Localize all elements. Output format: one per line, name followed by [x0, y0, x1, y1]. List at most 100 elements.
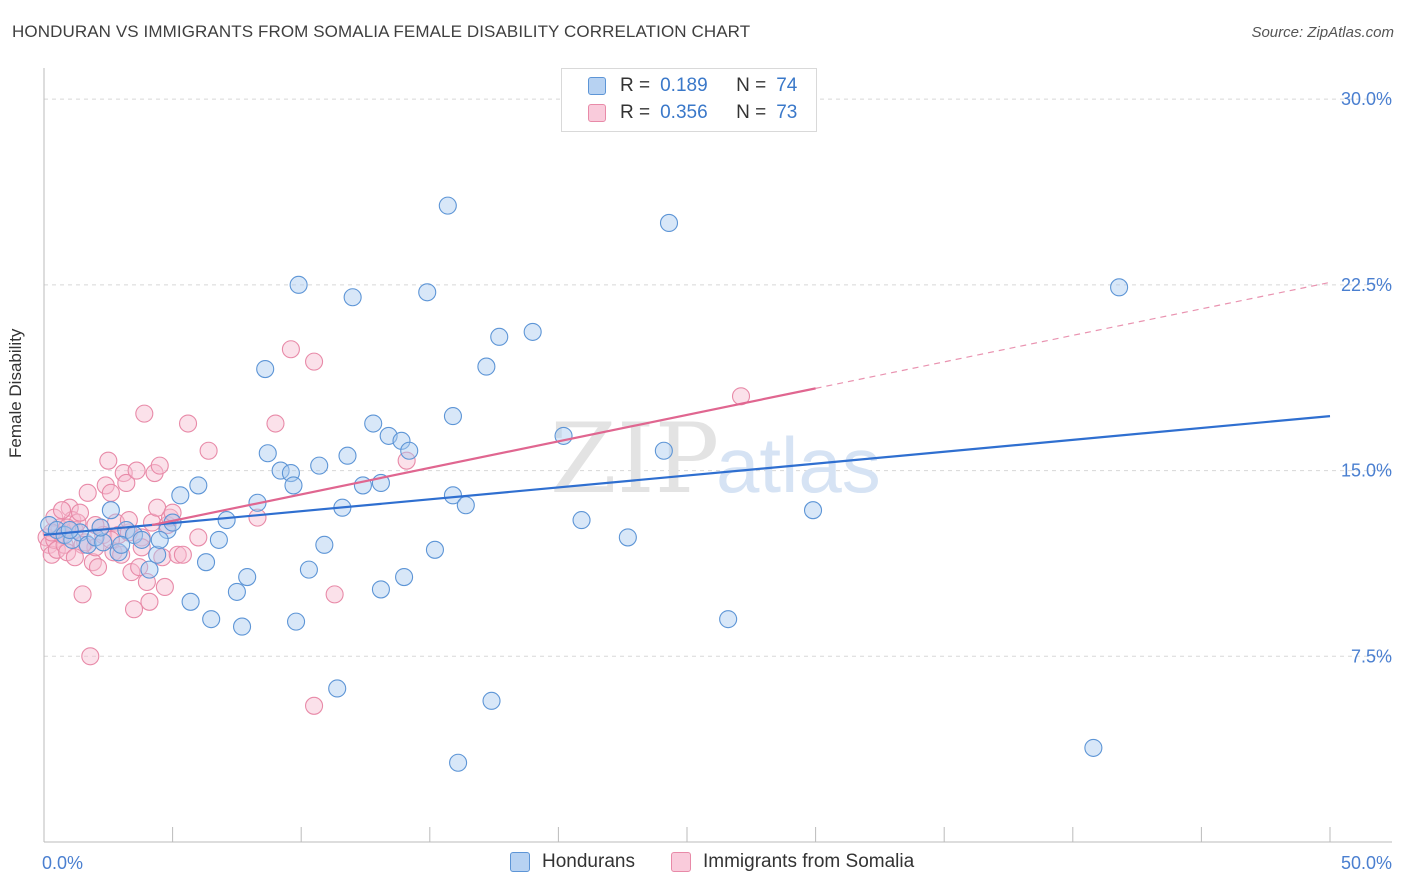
- legend-row-hondurans: R = 0.189 N = 74: [588, 75, 797, 97]
- somalia-point: [73, 585, 92, 604]
- honduran-point: [803, 501, 823, 520]
- honduran-point: [60, 520, 79, 540]
- honduran-point: [101, 501, 120, 520]
- somalia-point: [78, 483, 97, 502]
- honduran-point: [171, 486, 190, 505]
- somalia-point: [150, 456, 169, 475]
- honduran-point: [425, 540, 444, 559]
- honduran-point: [148, 545, 167, 564]
- honduran-point: [654, 441, 673, 460]
- honduran-point: [112, 535, 131, 554]
- trend-lines: [43, 281, 1331, 537]
- honduran-point: [132, 530, 151, 549]
- honduran-point: [490, 327, 509, 346]
- honduran-point: [238, 567, 257, 587]
- somalia-point: [99, 451, 118, 470]
- honduran-point: [181, 592, 200, 611]
- legend-n-label: N =: [736, 75, 767, 96]
- honduran-point: [94, 533, 113, 552]
- legend-swatch-pink: [588, 104, 606, 122]
- somalia-point: [88, 558, 108, 577]
- honduran-point: [227, 582, 246, 601]
- honduran-point: [91, 518, 110, 537]
- x-tick-label: 50.0%: [1341, 853, 1392, 873]
- honduran-point: [284, 476, 303, 495]
- honduran-point: [392, 431, 411, 450]
- bottom-legend-hondurans: Hondurans: [510, 851, 635, 873]
- bottom-legend-label: Immigrants from Somalia: [703, 851, 915, 872]
- honduran-point: [364, 414, 383, 433]
- source-label: Source: ZipAtlas.com: [1251, 24, 1394, 41]
- somalia-point: [117, 473, 136, 493]
- honduran-point: [109, 543, 128, 562]
- y-tick-label: 15.0%: [1341, 461, 1392, 481]
- honduran-point: [719, 610, 738, 629]
- somalia-trend-line: [151, 387, 816, 527]
- chart-title: HONDURAN VS IMMIGRANTS FROM SOMALIA FEMA…: [12, 22, 751, 41]
- bottom-legend-swatch-blue: [510, 852, 530, 872]
- somalia-point: [65, 548, 84, 567]
- legend-r-value: 0.356: [660, 102, 708, 123]
- somalia-point: [248, 508, 267, 527]
- x-tick-label: 0.0%: [42, 853, 83, 873]
- honduran-point: [438, 196, 457, 215]
- legend-r-label: R =: [620, 102, 651, 123]
- honduran-point: [395, 567, 414, 587]
- somalia-point: [83, 553, 102, 572]
- legend-n-value: 73: [776, 102, 798, 123]
- x-tick-labels: 0.0% 50.0%: [42, 853, 1392, 873]
- y-axis-title: Female Disability: [6, 328, 25, 458]
- legend-r-label: R =: [620, 75, 651, 96]
- somalia-point: [112, 545, 131, 564]
- honduran-point: [449, 753, 468, 772]
- somalia-point: [305, 352, 324, 371]
- honduran-point: [523, 322, 542, 341]
- y-tick-label: 22.5%: [1341, 275, 1392, 295]
- legend-n-value: 74: [776, 75, 798, 96]
- honduran-point: [618, 528, 637, 547]
- somalia-point: [325, 585, 344, 604]
- bottom-legend-somalia: Immigrants from Somalia: [671, 851, 914, 873]
- honduran-point: [400, 441, 419, 460]
- honduran-point: [287, 612, 306, 631]
- honduran-point: [343, 288, 362, 307]
- honduran-point: [258, 444, 277, 463]
- somalia-point: [127, 461, 146, 480]
- honduran-point: [78, 535, 97, 554]
- honduran-point: [310, 456, 329, 475]
- somalia-point: [81, 647, 100, 666]
- legend-row-somalia: R = 0.356 N = 73: [588, 102, 797, 124]
- somalia-point: [135, 404, 154, 423]
- somalia-point: [70, 503, 90, 522]
- somalia-point: [178, 414, 198, 433]
- honduran-point: [256, 359, 275, 379]
- y-tick-labels: 7.5% 15.0% 22.5% 30.0%: [1341, 89, 1392, 666]
- y-tick-label: 30.0%: [1341, 89, 1392, 109]
- honduran-point: [572, 511, 591, 530]
- honduran-point: [189, 476, 208, 495]
- somalia-point: [52, 501, 72, 520]
- bottom-legend-label: Hondurans: [542, 851, 635, 872]
- honduran-point: [150, 530, 169, 549]
- honduran-point: [289, 275, 308, 294]
- somalia-point: [199, 441, 218, 460]
- somalia-points: [37, 340, 751, 715]
- somalia-point: [42, 545, 61, 564]
- honduran-point: [196, 553, 216, 572]
- honduran-point: [338, 446, 357, 465]
- honduran-point: [482, 691, 501, 710]
- honduran-points: [40, 196, 1129, 772]
- honduran-point: [299, 560, 318, 579]
- bottom-legend-swatch-pink: [671, 852, 691, 872]
- somalia-point: [168, 545, 187, 564]
- honduran-point: [659, 213, 679, 233]
- somalia-point: [281, 340, 300, 359]
- legend-r-value: 0.189: [660, 75, 708, 96]
- honduran-point: [232, 617, 252, 636]
- somalia-point: [305, 696, 324, 715]
- somalia-point: [155, 577, 174, 597]
- honduran-point: [217, 511, 236, 530]
- watermark-zip: ZIP: [550, 403, 719, 515]
- honduran-point: [1084, 738, 1103, 757]
